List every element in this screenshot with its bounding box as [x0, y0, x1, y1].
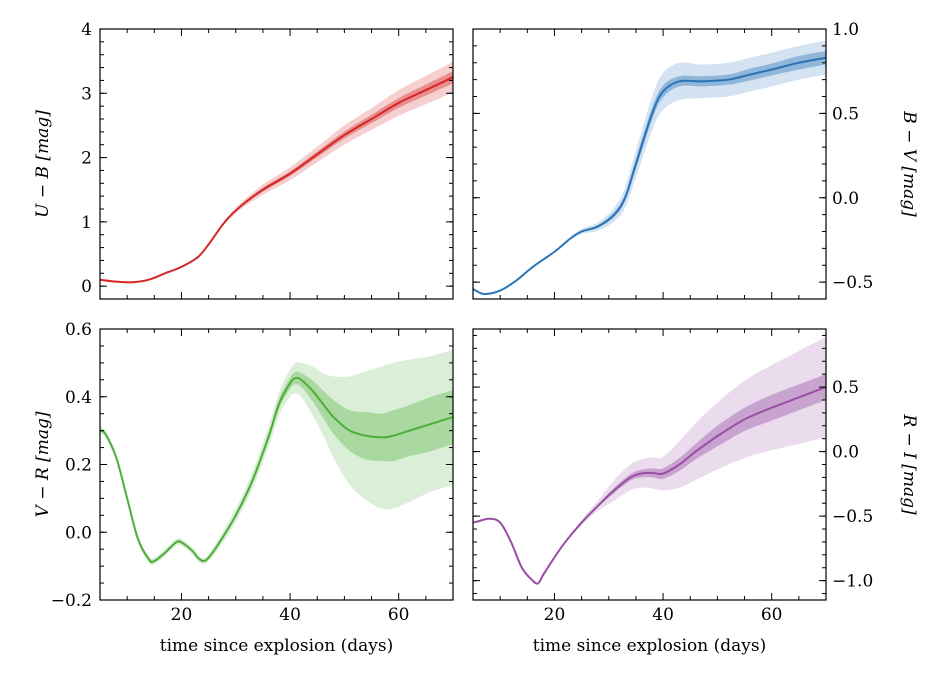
panel-bottom-right: 20 40 60 −1.0 −0.5 0.0 0.5 R − I [mag] time sinc…	[472, 328, 919, 656]
uncertainty-band-inner	[473, 374, 826, 584]
y-axis-label: V − R [mag]	[33, 411, 53, 517]
x-axis-label: time since explosion (days)	[160, 636, 394, 656]
x-tick-label: 60	[761, 605, 783, 625]
x-tick-label: 60	[388, 605, 410, 625]
y-tick-label: 0.2	[65, 456, 92, 476]
y-tick-label: 0	[81, 277, 92, 297]
panel-top-right: −0.5 0.0 0.5 1.0 B − V [mag]	[472, 20, 919, 300]
y-tick-label: 0.0	[832, 189, 859, 209]
axes-frame	[99, 28, 454, 300]
y-axis-label: U − B [mag]	[33, 110, 53, 218]
uncertainty-band-outer	[100, 61, 453, 283]
uncertainty-band-outer	[100, 349, 453, 566]
y-tick-label: −0.5	[832, 507, 873, 527]
y-tick-label: 3	[81, 84, 92, 104]
plot-area	[473, 336, 826, 585]
x-axis-label: time since explosion (days)	[533, 636, 767, 656]
y-tick-label: 1.0	[832, 20, 859, 40]
plot-area	[100, 349, 453, 566]
series-line	[100, 376, 453, 563]
uncertainty-band-outer	[473, 336, 826, 584]
y-tick-label: −0.2	[51, 591, 92, 611]
x-tick-label: 40	[652, 605, 674, 625]
panel-bottom-left: 20 40 60 −0.2 0.0 0.2 0.4 0.6 V − R [mag] time si…	[33, 320, 454, 656]
y-tick-label: 0.0	[65, 523, 92, 543]
y-tick-label: 0.5	[832, 378, 859, 398]
y-tick-label: 0.6	[65, 320, 92, 340]
y-tick-label: 2	[81, 149, 92, 169]
plot-area	[100, 61, 453, 284]
x-tick-label: 20	[171, 605, 193, 625]
y-tick-label: 0.0	[832, 443, 859, 463]
plot-area	[473, 40, 826, 295]
series-line	[100, 76, 453, 284]
y-tick-label: 0.5	[832, 104, 859, 124]
uncertainty-band-inner	[100, 371, 453, 564]
panel-top-left: 0 1 2 3 4 U − B [mag]	[33, 20, 454, 300]
y-tick-label: 4	[81, 20, 92, 40]
series-line	[473, 386, 826, 585]
y-axis-label: B − V [mag]	[899, 110, 919, 217]
uncertainty-band-inner	[473, 50, 826, 294]
uncertainty-band-outer	[473, 40, 826, 294]
series-line	[473, 56, 826, 295]
y-tick-label: −0.5	[832, 273, 873, 293]
y-axis-label: R − I [mag]	[899, 413, 919, 515]
y-tick-label: 1	[81, 213, 92, 233]
y-tick-label: 0.4	[65, 388, 92, 408]
x-tick-label: 20	[544, 605, 566, 625]
x-tick-label: 40	[279, 605, 301, 625]
y-tick-label: −1.0	[832, 572, 873, 592]
